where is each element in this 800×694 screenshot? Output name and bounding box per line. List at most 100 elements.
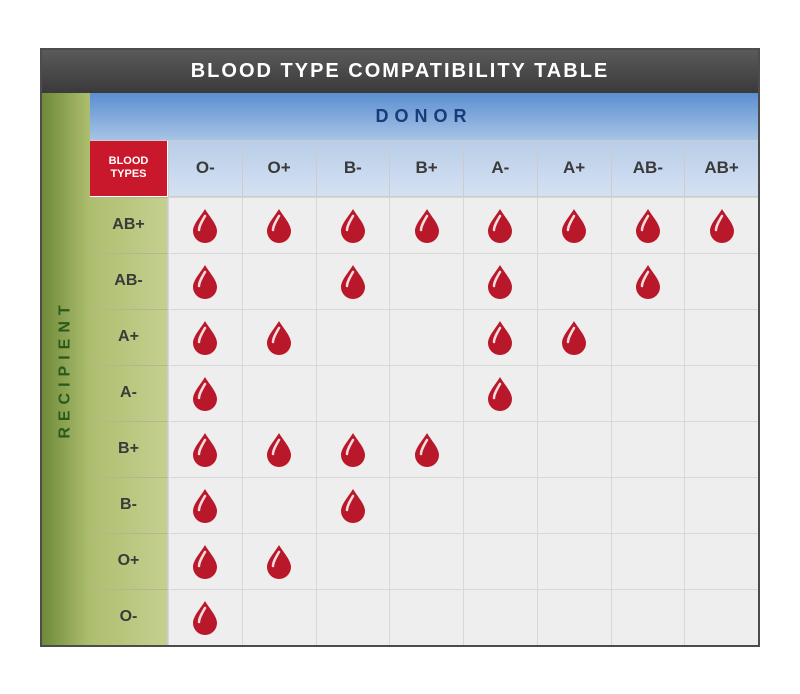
compatibility-cell [463, 309, 537, 365]
blood-drop-icon [190, 263, 220, 299]
compatibility-cell [242, 421, 316, 477]
blood-drop-icon [485, 207, 515, 243]
recipient-row-header: AB- [90, 253, 168, 309]
compatibility-cell [684, 533, 758, 589]
compatibility-cell [684, 365, 758, 421]
blood-drop-icon [264, 319, 294, 355]
compatibility-cell [168, 421, 242, 477]
compatibility-cell [389, 309, 463, 365]
donor-col-header: AB+ [684, 141, 758, 197]
recipient-row-header: A- [90, 365, 168, 421]
compatibility-cell [537, 477, 611, 533]
corner-label-line1: BLOOD [109, 155, 149, 168]
blood-drop-icon [633, 207, 663, 243]
compatibility-cell [611, 477, 685, 533]
blood-drop-icon [412, 431, 442, 467]
compatibility-cell [316, 309, 390, 365]
compatibility-cell [684, 309, 758, 365]
donor-col-header: B- [316, 141, 390, 197]
blood-drop-icon [412, 207, 442, 243]
compatibility-cell [537, 197, 611, 253]
donor-col-header: A- [463, 141, 537, 197]
donor-col-header: B+ [389, 141, 463, 197]
compatibility-cell [316, 477, 390, 533]
compatibility-cell [168, 477, 242, 533]
recipient-row-header: A+ [90, 309, 168, 365]
compatibility-cell [684, 197, 758, 253]
compatibility-cell [463, 253, 537, 309]
compatibility-cell [537, 365, 611, 421]
compatibility-cell [316, 197, 390, 253]
blood-drop-icon [264, 543, 294, 579]
recipient-row-header: O- [90, 589, 168, 645]
compatibility-cell [537, 309, 611, 365]
donor-col-header: O- [168, 141, 242, 197]
chart-grid: RECIPIENT DONOR BLOOD TYPES O- O+ B- B+ … [42, 93, 758, 645]
compatibility-cell [242, 589, 316, 645]
recipient-row-header: B+ [90, 421, 168, 477]
compatibility-cell [463, 365, 537, 421]
compatibility-cell [611, 253, 685, 309]
compatibility-cell [463, 421, 537, 477]
compatibility-cell [316, 589, 390, 645]
compatibility-cell [611, 533, 685, 589]
recipient-axis-label: RECIPIENT [57, 299, 75, 438]
compatibility-cell [684, 421, 758, 477]
compatibility-cell [168, 309, 242, 365]
donor-col-header: AB- [611, 141, 685, 197]
chart-title: BLOOD TYPE COMPATIBILITY TABLE [42, 50, 758, 93]
donor-col-header: A+ [537, 141, 611, 197]
blood-drop-icon [485, 319, 515, 355]
compatibility-cell [242, 309, 316, 365]
compatibility-cell [316, 533, 390, 589]
compatibility-cell [611, 589, 685, 645]
blood-drop-icon [633, 263, 663, 299]
compatibility-cell [316, 365, 390, 421]
compatibility-cell [389, 253, 463, 309]
compatibility-cell [389, 197, 463, 253]
recipient-row-header: O+ [90, 533, 168, 589]
blood-drop-icon [707, 207, 737, 243]
blood-drop-icon [338, 431, 368, 467]
blood-drop-icon [559, 319, 589, 355]
compatibility-cell [242, 365, 316, 421]
corner-label: BLOOD TYPES [90, 141, 168, 197]
compatibility-cell [168, 365, 242, 421]
compatibility-cell [611, 421, 685, 477]
blood-drop-icon [485, 263, 515, 299]
corner-label-line2: TYPES [110, 168, 146, 181]
blood-drop-icon [190, 207, 220, 243]
blood-drop-icon [264, 207, 294, 243]
compatibility-cell [168, 253, 242, 309]
compatibility-cell [242, 477, 316, 533]
compatibility-cell [537, 421, 611, 477]
compatibility-cell [463, 197, 537, 253]
compatibility-cell [389, 365, 463, 421]
compatibility-cell [389, 533, 463, 589]
compatibility-cell [611, 309, 685, 365]
compatibility-chart: BLOOD TYPE COMPATIBILITY TABLE RECIPIENT… [40, 48, 760, 647]
compatibility-cell [389, 477, 463, 533]
blood-drop-icon [338, 487, 368, 523]
blood-drop-icon [190, 319, 220, 355]
compatibility-cell [389, 421, 463, 477]
blood-drop-icon [559, 207, 589, 243]
compatibility-cell [242, 533, 316, 589]
compatibility-cell [463, 533, 537, 589]
compatibility-cell [463, 477, 537, 533]
compatibility-cell [168, 197, 242, 253]
recipient-row-header: B- [90, 477, 168, 533]
compatibility-cell [537, 589, 611, 645]
recipient-row-header: AB+ [90, 197, 168, 253]
compatibility-cell [316, 421, 390, 477]
compatibility-cell [463, 589, 537, 645]
donor-axis-label: DONOR [90, 93, 758, 141]
compatibility-cell [316, 253, 390, 309]
compatibility-cell [537, 533, 611, 589]
blood-drop-icon [264, 431, 294, 467]
blood-drop-icon [190, 431, 220, 467]
compatibility-cell [168, 533, 242, 589]
compatibility-cell [684, 253, 758, 309]
recipient-axis: RECIPIENT [42, 93, 90, 645]
compatibility-cell [611, 197, 685, 253]
